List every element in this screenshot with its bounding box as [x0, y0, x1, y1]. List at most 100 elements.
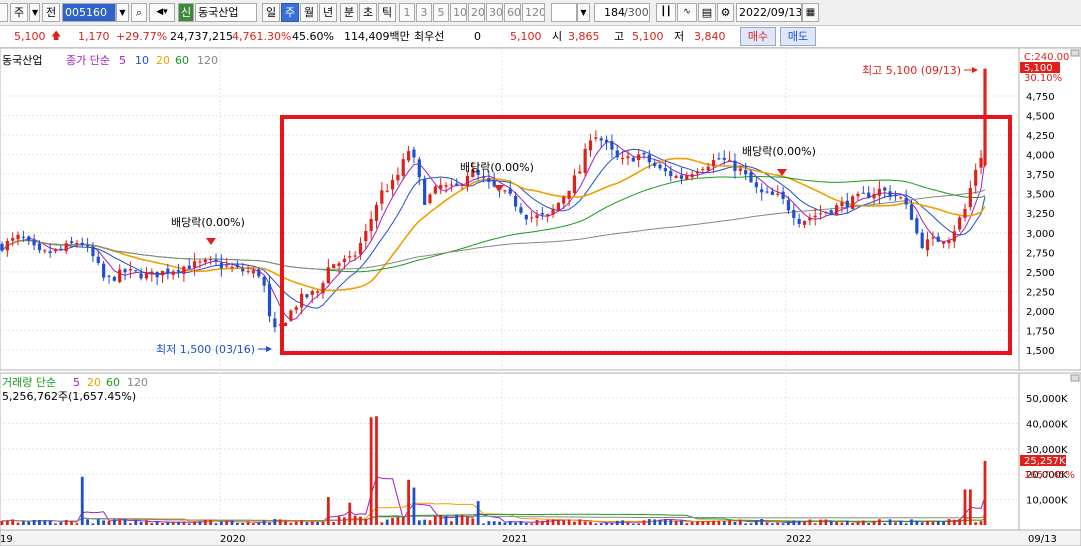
- candle-body: [294, 307, 298, 310]
- buy-button[interactable]: 매수: [740, 27, 776, 46]
- candle-body: [257, 269, 261, 277]
- volume-bar: [706, 521, 710, 525]
- candle-body: [915, 218, 919, 234]
- volume-bar: [631, 523, 635, 525]
- volume-bar: [530, 523, 534, 525]
- volume-panel[interactable]: [0, 372, 1020, 531]
- interval-3[interactable]: 3: [416, 3, 432, 22]
- candle-body: [642, 152, 646, 155]
- volume-axis[interactable]: [1018, 372, 1081, 531]
- volume-bar: [278, 519, 282, 525]
- volume-bar: [856, 522, 860, 525]
- volume-bar: [551, 519, 555, 525]
- candle-body: [567, 190, 571, 199]
- candle-body: [289, 310, 293, 321]
- volume-bar: [118, 519, 122, 525]
- time-axis[interactable]: [0, 529, 1081, 546]
- period-tick[interactable]: 틱: [378, 3, 396, 22]
- low-label: 저: [674, 30, 685, 43]
- volume-bar: [75, 523, 79, 525]
- period-second[interactable]: 초: [359, 3, 377, 22]
- period-week[interactable]: 주: [281, 3, 299, 22]
- count-input[interactable]: 184: [594, 3, 650, 22]
- chart-area[interactable]: 동국산업 종가 단순 5 10 20 60 120 거래량 단순 5 20 60…: [0, 48, 1081, 546]
- candle-body: [43, 250, 47, 252]
- volume-bar: [637, 523, 641, 525]
- volume-bar: [722, 521, 726, 525]
- candle-body: [583, 148, 587, 173]
- period-day[interactable]: 일: [262, 3, 280, 22]
- period-month[interactable]: 월: [300, 3, 318, 22]
- prev-button[interactable]: 전: [42, 3, 60, 22]
- volume-bar: [771, 523, 774, 525]
- candle-body: [840, 202, 844, 207]
- volume-bar: [348, 502, 352, 525]
- interval-1[interactable]: 1: [399, 3, 415, 22]
- sell-button[interactable]: 매도: [780, 27, 816, 46]
- stock-name-field[interactable]: 동국산업: [195, 3, 257, 22]
- interval-20[interactable]: 20: [468, 3, 485, 22]
- calendar-icon[interactable]: ▦: [802, 3, 819, 22]
- candle-body: [21, 236, 25, 238]
- volume-bar: [797, 520, 801, 525]
- candle-type-icon[interactable]: ┃┃: [656, 3, 676, 22]
- period-dropdown-icon[interactable]: ▼: [29, 3, 40, 22]
- period-select[interactable]: 주: [10, 3, 28, 22]
- volume-moving-average-lines: [1, 476, 986, 524]
- date-input[interactable]: 2022/09/13: [736, 3, 802, 22]
- search-icon[interactable]: ⌕: [131, 3, 147, 22]
- volume-bar: [519, 521, 523, 525]
- candle-body: [867, 192, 871, 198]
- candle-body: [872, 194, 876, 199]
- volume-bar: [979, 521, 983, 525]
- gear-icon[interactable]: ⚙: [717, 3, 734, 22]
- candle-body: [899, 197, 903, 199]
- line-type-icon[interactable]: ∿: [677, 3, 697, 22]
- volume-bar: [573, 521, 576, 525]
- candle-body: [53, 248, 58, 252]
- volume-bar: [583, 521, 587, 525]
- interval-60[interactable]: 60: [504, 3, 521, 22]
- volume-value-text: 5,256,762주(1,657.45%): [2, 390, 136, 403]
- candle-body: [936, 236, 940, 242]
- volume-bar: [776, 522, 780, 525]
- toolbar-left-edge[interactable]: [0, 3, 8, 22]
- custom-interval-input[interactable]: [551, 3, 577, 22]
- volume-bar: [364, 518, 368, 525]
- volume-bar: [557, 520, 560, 525]
- candle-body: [91, 246, 95, 257]
- period-minute[interactable]: 분: [340, 3, 358, 22]
- interval-120[interactable]: 120: [522, 3, 545, 22]
- candle-body: [540, 213, 544, 215]
- volume-bar: [669, 520, 673, 525]
- volume-bar: [337, 516, 341, 525]
- period-year[interactable]: 년: [319, 3, 337, 22]
- volume-panel-scroll-icon[interactable]: [1070, 374, 1080, 382]
- interval-10[interactable]: 10: [450, 3, 467, 22]
- save-icon[interactable]: ▤: [698, 3, 716, 22]
- volume-bar: [696, 521, 699, 525]
- candle-body: [637, 154, 641, 161]
- volume-bar: [80, 476, 84, 525]
- speaker-icon[interactable]: ◀▾: [149, 3, 175, 22]
- volume-bar: [861, 520, 865, 525]
- candle-body: [738, 168, 742, 171]
- volume-bar: [305, 522, 309, 525]
- price-tick-label: 4,750: [1026, 92, 1055, 103]
- candle-body: [176, 270, 181, 272]
- volume-legend-prefix: 거래량 단순: [2, 376, 56, 389]
- price-axis[interactable]: [1018, 48, 1081, 371]
- volume-bar: [487, 521, 491, 525]
- volume-bar: [353, 515, 357, 525]
- stock-code-input[interactable]: 005160: [62, 3, 116, 22]
- interval-5[interactable]: 5: [433, 3, 449, 22]
- custom-interval-dropdown-icon[interactable]: ▼: [577, 3, 590, 22]
- price-panel[interactable]: [0, 48, 1020, 371]
- candle-body: [856, 193, 860, 197]
- interval-30[interactable]: 30: [486, 3, 503, 22]
- candle-body: [112, 277, 116, 281]
- price-panel-scroll-icon[interactable]: [1070, 49, 1080, 57]
- stock-code-dropdown-icon[interactable]: ▼: [116, 3, 129, 22]
- price-tick-label: 2,750: [1026, 248, 1055, 259]
- candle-body: [123, 269, 127, 273]
